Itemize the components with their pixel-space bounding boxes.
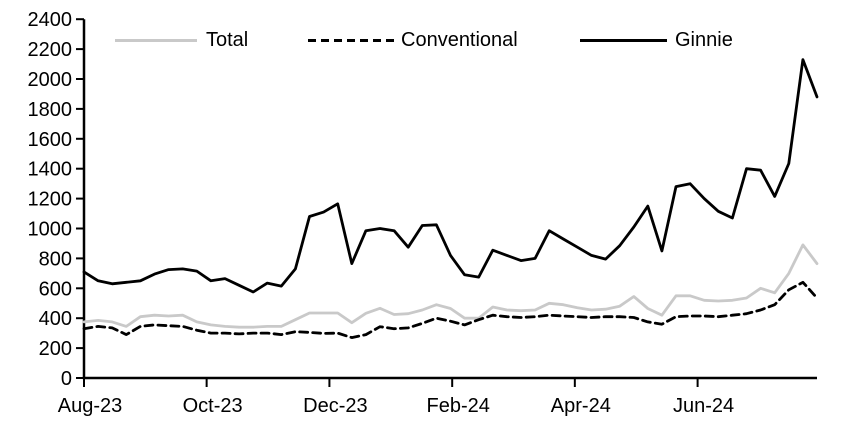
y-tick-label: 1800 <box>28 99 73 121</box>
ginnie-line-sample-icon <box>580 38 667 42</box>
total-line-sample-icon <box>115 38 197 42</box>
y-tick-label: 1400 <box>28 159 73 181</box>
y-tick-label: 1600 <box>28 129 73 151</box>
legend-label-ginnie: Ginnie <box>675 29 733 51</box>
y-tick-label: 2200 <box>28 39 73 61</box>
legend-item-total: Total <box>115 29 248 51</box>
conventional-line-sample-icon <box>308 38 394 42</box>
y-tick-label: 2000 <box>28 69 73 91</box>
y-tick-label: 2400 <box>28 9 73 31</box>
legend-label-conventional: Conventional <box>401 29 518 51</box>
y-tick-label: 0 <box>61 368 72 390</box>
x-tick-labels: Aug-23 Oct-23 Dec-23 Feb-24 Apr-24 Jun-24 <box>58 395 734 417</box>
y-ticks <box>76 18 84 379</box>
x-tick-label: Jun-24 <box>673 395 734 417</box>
x-tick-label: Oct-23 <box>183 395 243 417</box>
x-tick-label: Dec-23 <box>303 395 367 417</box>
legend-item-ginnie: Ginnie <box>580 29 733 51</box>
x-tick-label: Aug-23 <box>58 395 123 417</box>
y-tick-label: 400 <box>39 308 72 330</box>
x-tick-label: Feb-24 <box>427 395 490 417</box>
axes <box>82 19 817 380</box>
x-ticks <box>83 378 699 387</box>
series-line-conventional <box>82 280 819 340</box>
y-tick-label: 600 <box>39 278 72 300</box>
legend-item-conventional: Conventional <box>308 29 518 51</box>
y-tick-label: 200 <box>39 338 72 360</box>
legend-label-total: Total <box>206 29 249 51</box>
series-line-total <box>82 243 819 329</box>
y-tick-label: 1000 <box>28 219 73 241</box>
y-tick-label: 1200 <box>28 189 73 211</box>
x-tick-label: Apr-24 <box>551 395 611 417</box>
series-line-ginnie <box>82 58 819 294</box>
y-tick-label: 800 <box>39 248 72 270</box>
y-tick-labels: 0 200 400 600 800 1000 1200 1400 1600 1800 2000 220… <box>28 9 73 390</box>
